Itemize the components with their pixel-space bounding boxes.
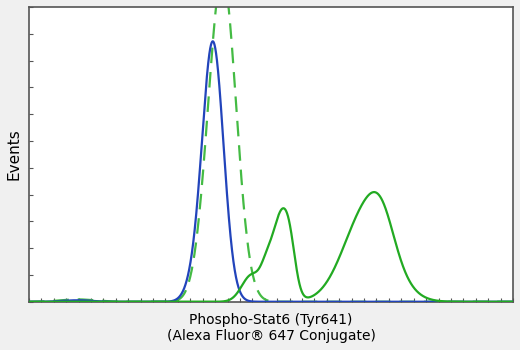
X-axis label: Phospho-Stat6 (Tyr641)
(Alexa Fluor® 647 Conjugate): Phospho-Stat6 (Tyr641) (Alexa Fluor® 647… [166,313,375,343]
Y-axis label: Events: Events [7,128,22,180]
